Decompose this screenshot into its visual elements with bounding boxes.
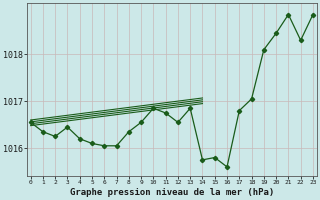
X-axis label: Graphe pression niveau de la mer (hPa): Graphe pression niveau de la mer (hPa) (70, 188, 274, 197)
